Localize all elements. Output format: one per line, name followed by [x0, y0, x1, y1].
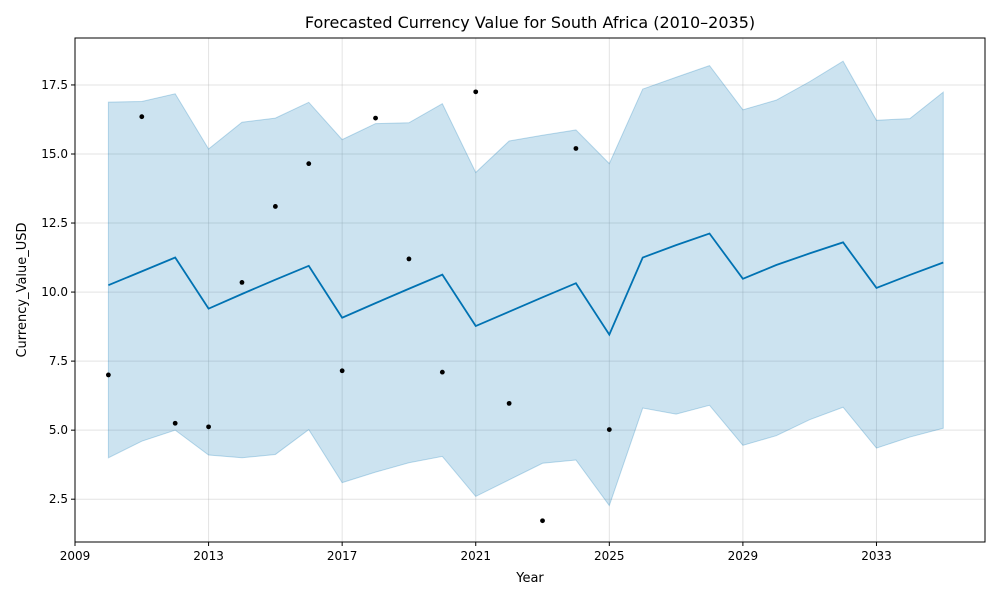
y-tick-label: 12.5	[41, 216, 68, 230]
x-tick-label: 2009	[60, 549, 91, 563]
observed-points	[105, 89, 612, 524]
x-axis-ticks: 2009 2013 2017 2021 2025 2029 2033	[60, 542, 892, 563]
observed-point	[172, 420, 178, 426]
x-tick-label: 2033	[861, 549, 892, 563]
y-tick-label: 7.5	[49, 354, 68, 368]
uncertainty-band	[107, 60, 944, 507]
x-axis-label: Year	[515, 571, 544, 586]
y-tick-label: 17.5	[41, 78, 68, 92]
x-tick-label: 2013	[193, 549, 224, 563]
observed-point	[473, 89, 479, 95]
observed-point	[339, 368, 345, 374]
grid	[74, 38, 985, 542]
plot-area-frame	[74, 37, 986, 543]
chart-title: Forecasted Currency Value for South Afri…	[305, 13, 755, 32]
observed-point	[506, 400, 512, 406]
observed-point	[540, 518, 545, 524]
y-tick-label: 2.5	[49, 492, 68, 506]
x-tick-label: 2029	[728, 549, 759, 563]
y-axis-label: Currency_Value_USD	[15, 222, 30, 357]
observed-point	[206, 424, 211, 430]
forecast-line	[108, 232, 944, 337]
x-tick-label: 2017	[327, 549, 358, 563]
observed-point	[139, 114, 145, 120]
observed-point	[373, 115, 378, 121]
forecast-series	[108, 232, 944, 337]
observed-point	[105, 372, 111, 378]
observed-point	[306, 161, 312, 167]
observed-point	[606, 427, 612, 432]
y-tick-label: 15.0	[41, 147, 68, 161]
x-tick-label: 2021	[460, 549, 491, 563]
observed-point	[406, 256, 412, 262]
observed-point	[439, 369, 445, 375]
confidence-interval-band	[107, 60, 944, 507]
x-tick-label: 2025	[594, 549, 625, 563]
y-axis-ticks: 2.5 5.0 7.5 10.0 12.5 15.0 17.5	[41, 78, 75, 506]
observed-point	[573, 146, 579, 151]
observed-point	[239, 280, 245, 285]
y-tick-label: 10.0	[41, 285, 68, 299]
y-tick-label: 5.0	[49, 423, 68, 437]
observed-point	[272, 204, 278, 209]
